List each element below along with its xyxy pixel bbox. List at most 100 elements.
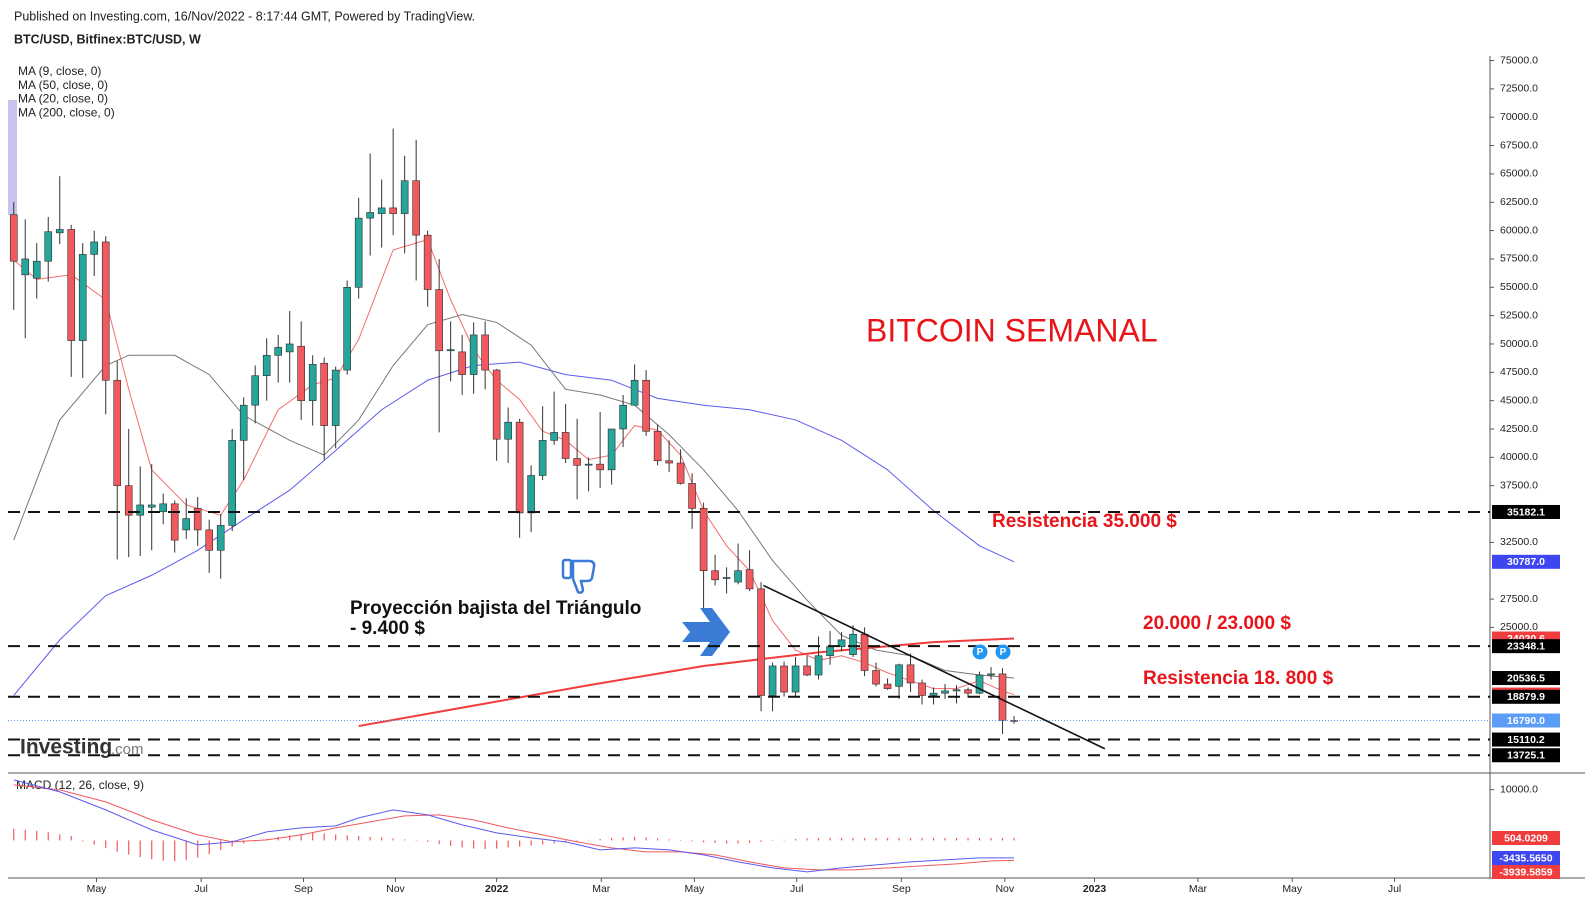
- macd-histogram-bar: [886, 837, 889, 841]
- investing-logo: Investing .com: [20, 736, 144, 759]
- published-note: Published on Investing.com, 16/Nov/2022 …: [14, 9, 475, 23]
- macd-histogram-bar: [530, 840, 532, 846]
- candle-body: [193, 508, 202, 531]
- x-tick-label: Sep: [294, 883, 313, 895]
- candle-body: [446, 349, 455, 352]
- x-tick-label: May: [87, 883, 108, 895]
- y-tick-label: 62500.0: [1500, 196, 1538, 208]
- price-label: 18879.9: [1507, 691, 1545, 703]
- macd-histogram-bar: [220, 840, 222, 851]
- price-label-box: [1492, 639, 1560, 654]
- macd-histogram-bar: [990, 837, 992, 841]
- candle-body: [918, 682, 926, 696]
- x-tick-label: Mar: [592, 883, 611, 895]
- candle-body: [688, 483, 696, 509]
- macd-label-box: [1492, 865, 1560, 879]
- x-tick-label: Nov: [386, 883, 405, 895]
- candle-body: [90, 241, 99, 255]
- price-label: 13725.1: [1507, 750, 1545, 762]
- candle-body: [676, 462, 685, 484]
- y-tick-label: 67500.0: [1500, 139, 1538, 151]
- y-tick-label: 70000.0: [1500, 111, 1538, 123]
- price-label: 20536.5: [1507, 672, 1545, 684]
- arrow-icon: [682, 608, 730, 656]
- macd-label-box: [1492, 851, 1560, 865]
- macd-histogram-bar: [806, 838, 808, 841]
- macd-histogram-bar: [392, 838, 394, 841]
- macd-histogram-bar: [312, 832, 314, 841]
- logo-name: Investing: [20, 736, 112, 759]
- macd-histogram-bar: [1001, 837, 1004, 841]
- price-label: 35182.1: [1507, 506, 1545, 518]
- candle-body: [320, 362, 328, 426]
- macd-histogram-bar: [967, 837, 969, 841]
- legend-entry: MA (9, close, 0): [18, 64, 101, 78]
- annotation: Resistencia 35.000 $: [992, 511, 1177, 532]
- macd-histogram-bar: [611, 837, 613, 841]
- candle-body: [297, 345, 305, 401]
- macd-histogram-bar: [978, 837, 981, 841]
- macd-histogram-bar: [369, 836, 371, 841]
- macd-histogram-bar: [197, 840, 199, 858]
- candle-body: [527, 475, 535, 514]
- macd-histogram-bar: [932, 837, 935, 841]
- candle-body: [469, 334, 478, 375]
- event-marker-label: P: [1000, 647, 1007, 658]
- macd-histogram-bar: [944, 837, 946, 841]
- price-label-box: [1492, 554, 1560, 569]
- candle-body: [251, 375, 259, 406]
- macd-histogram-bar: [771, 840, 774, 841]
- macd-histogram-bar: [645, 837, 647, 841]
- macd-signal-line: [13, 784, 1015, 871]
- macd-histogram-bar: [461, 840, 463, 848]
- candle-body: [745, 569, 754, 590]
- macd-histogram-bar: [817, 837, 820, 841]
- macd-histogram-bar: [622, 837, 624, 841]
- macd-histogram-bar: [955, 837, 958, 841]
- macd-histogram-bar: [783, 839, 785, 841]
- macd-histogram-bar: [162, 840, 164, 861]
- candle-body: [124, 485, 133, 516]
- macd-histogram-bar: [679, 840, 682, 841]
- candle-body: [377, 207, 386, 214]
- candle-body: [757, 588, 765, 696]
- candle-body: [550, 432, 558, 441]
- candle-body: [389, 207, 397, 214]
- y-tick-label: 40000.0: [1500, 451, 1538, 463]
- macd-histogram-bar: [519, 840, 521, 847]
- macd-histogram-bar: [668, 839, 670, 841]
- candle-body: [492, 369, 501, 440]
- candle-body: [412, 180, 420, 236]
- macd-line: [13, 779, 1015, 873]
- macd-histogram-bar: [794, 838, 797, 841]
- macd-histogram-bar: [427, 840, 429, 842]
- macd-histogram-bar: [208, 840, 210, 855]
- macd-histogram-bar: [875, 837, 877, 841]
- macd-histogram-bar: [358, 835, 360, 841]
- legend-entry: MA (200, close, 0): [18, 105, 115, 119]
- macd-histogram-bar: [105, 840, 107, 849]
- candle-body: [837, 639, 846, 647]
- macd-histogram-bar: [36, 830, 38, 841]
- candle-body: [354, 217, 363, 288]
- macd-histogram-bar: [748, 840, 751, 843]
- candle-body: [9, 214, 18, 262]
- macd-histogram-bar: [47, 832, 49, 841]
- candle-body: [872, 670, 880, 685]
- macd-histogram-bar: [921, 837, 923, 841]
- candle-body: [860, 633, 869, 671]
- macd-histogram-bar: [24, 829, 26, 841]
- chart-title: BITCOIN SEMANAL: [866, 312, 1158, 348]
- macd-histogram-bar: [289, 835, 291, 841]
- candle-body: [998, 673, 1007, 721]
- macd-histogram-bar: [656, 838, 659, 841]
- x-tick-label: 2022: [485, 883, 509, 895]
- event-marker-label: P: [977, 647, 984, 658]
- shade: [8, 100, 17, 215]
- candle-body: [803, 665, 811, 676]
- candle-body: [584, 463, 593, 466]
- candle-body: [101, 241, 110, 381]
- candle-body: [791, 665, 800, 693]
- y-tick-label: 55000.0: [1500, 281, 1538, 293]
